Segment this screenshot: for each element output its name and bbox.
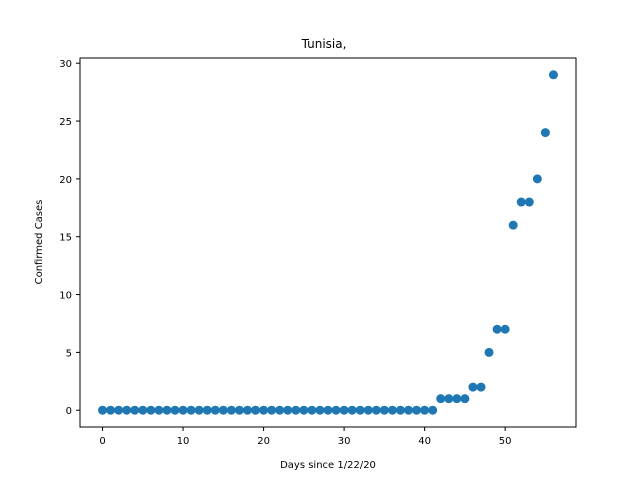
- y-tick-label: 20: [59, 175, 72, 186]
- data-point: [202, 405, 212, 415]
- data-point: [548, 70, 558, 80]
- data-points: [98, 70, 558, 415]
- x-tick-label: 30: [338, 436, 351, 447]
- data-point: [178, 405, 188, 415]
- x-tick-label: 10: [177, 436, 190, 447]
- data-point: [130, 405, 140, 415]
- data-point: [259, 405, 269, 415]
- data-point: [339, 405, 349, 415]
- data-point: [363, 405, 373, 415]
- plot-area-frame: [79, 57, 577, 428]
- data-point: [468, 382, 478, 392]
- data-point: [283, 405, 293, 415]
- data-point: [307, 405, 317, 415]
- data-point: [436, 394, 446, 404]
- data-point: [146, 405, 156, 415]
- chart-title: Tunisia,: [301, 37, 347, 51]
- data-point: [267, 405, 277, 415]
- data-point: [347, 405, 357, 415]
- data-point: [532, 174, 542, 184]
- data-point: [540, 128, 550, 138]
- data-point: [444, 394, 454, 404]
- data-point: [275, 405, 285, 415]
- data-point: [387, 405, 397, 415]
- data-point: [420, 405, 430, 415]
- y-tick-label: 15: [59, 233, 72, 244]
- data-point: [98, 405, 108, 415]
- data-point: [154, 405, 164, 415]
- x-axis-title: Days since 1/22/20: [280, 460, 376, 471]
- data-point: [460, 394, 470, 404]
- data-point: [315, 405, 325, 415]
- data-point: [242, 405, 252, 415]
- data-point: [395, 405, 405, 415]
- data-point: [508, 220, 518, 230]
- data-point: [106, 405, 116, 415]
- data-point: [186, 405, 196, 415]
- data-point: [138, 405, 148, 415]
- data-point: [234, 405, 244, 415]
- data-point: [291, 405, 301, 415]
- x-tick-label: 0: [99, 436, 105, 447]
- y-axis-title: Confirmed Cases: [34, 200, 45, 285]
- data-point: [524, 197, 534, 207]
- y-tick-label: 10: [59, 291, 72, 302]
- data-point: [404, 405, 414, 415]
- data-point: [218, 405, 228, 415]
- data-point: [323, 405, 333, 415]
- data-point: [170, 405, 180, 415]
- data-point: [452, 394, 462, 404]
- data-point: [251, 405, 261, 415]
- data-point: [412, 405, 422, 415]
- x-tick-label: 50: [499, 436, 512, 447]
- data-point: [428, 405, 438, 415]
- y-axis-ticks: 0 5 10 15 20 25 30: [59, 59, 80, 417]
- data-point: [355, 405, 365, 415]
- y-tick-label: 25: [59, 117, 72, 128]
- x-tick-label: 40: [418, 436, 431, 447]
- data-point: [371, 405, 381, 415]
- data-point: [226, 405, 236, 415]
- data-point: [114, 405, 124, 415]
- data-point: [122, 405, 132, 415]
- y-tick-label: 0: [66, 406, 72, 417]
- data-point: [500, 324, 510, 334]
- data-point: [492, 324, 502, 334]
- data-point: [379, 405, 389, 415]
- y-tick-label: 30: [59, 59, 72, 70]
- data-point: [194, 405, 204, 415]
- data-point: [484, 347, 494, 357]
- data-point: [516, 197, 526, 207]
- x-axis-ticks: 0 10 20 30 40 50: [99, 427, 512, 447]
- x-tick-label: 20: [257, 436, 270, 447]
- data-point: [299, 405, 309, 415]
- data-point: [210, 405, 220, 415]
- y-tick-label: 5: [66, 348, 72, 359]
- data-point: [162, 405, 172, 415]
- data-point: [476, 382, 486, 392]
- data-point: [331, 405, 341, 415]
